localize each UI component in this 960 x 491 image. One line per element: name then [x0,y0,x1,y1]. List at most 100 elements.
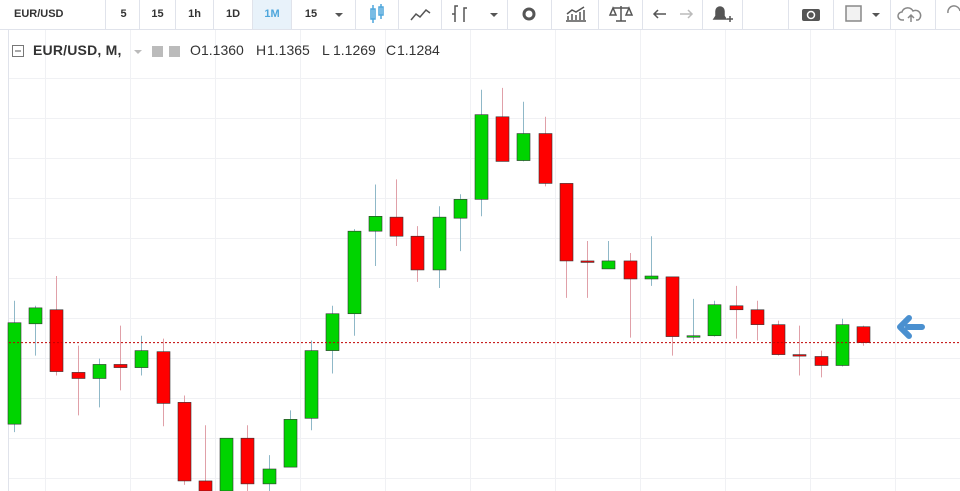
candle-body [134,350,149,368]
collapse-icon[interactable] [12,45,26,59]
indicators-icon[interactable] [566,6,586,22]
symbol-button[interactable]: EUR/USD [14,8,64,20]
candle-body [325,313,340,351]
line-icon[interactable] [410,8,431,21]
candle-body [792,354,807,357]
separator [105,0,106,29]
ohlc-key: H [256,42,267,58]
interval-button[interactable]: 1D [225,8,241,20]
chart [7,30,960,491]
symbol-title: EUR/USD, M, [33,42,122,58]
candle-body [601,260,616,270]
alert-icon[interactable] [712,6,728,20]
candle-body [28,307,43,325]
candle-body [495,116,510,162]
dropdown-caret[interactable] [872,13,880,17]
candle-body [262,468,277,485]
candle-body [835,324,850,366]
candle-body [771,324,786,355]
separator [833,0,834,29]
compare-icon[interactable] [608,6,634,22]
fullscreen-icon[interactable] [947,5,960,14]
candle-body [580,260,595,263]
candle-body [814,356,829,366]
candle-body [432,216,447,271]
separator [788,0,789,29]
candle-body [707,304,722,337]
ohlc-value: 1.1269 [333,42,376,58]
settings-icon[interactable] [522,7,536,21]
undo-icon[interactable] [652,9,666,19]
separator [890,0,891,29]
separator [507,0,508,29]
candle-body [410,235,425,271]
toolbar: EUR/USD 5 15 1h 1D 1M 15 [0,0,960,30]
candle-body [856,326,871,343]
interval-button[interactable]: 5 [120,8,127,20]
candle-body [283,419,298,468]
candle-body [177,402,192,482]
separator [441,0,442,29]
legend-buttons [134,46,180,57]
candle-body [240,437,255,485]
bars-icon[interactable] [452,5,467,22]
toolbar-icons [335,0,960,29]
separator [935,0,936,29]
candle-body [156,351,171,404]
candle-body [729,305,744,311]
separator [598,0,599,29]
alert-plus [727,16,733,22]
interval-button[interactable]: 15 [151,8,164,20]
separator [355,0,356,29]
dropdown-caret[interactable] [490,13,498,17]
dropdown-caret[interactable] [335,13,343,17]
candle-body [644,275,659,280]
candle-body [347,230,362,315]
separator [252,0,253,29]
candle-body [71,372,86,379]
snapshot-icon[interactable] [802,9,820,21]
ohlc-key: C [386,42,397,58]
arrow-annotation [897,315,925,339]
candles-icon[interactable] [370,4,384,23]
candle-body [389,216,404,237]
candle-body [559,183,574,262]
candle-body [368,216,383,232]
candle-body [623,260,638,280]
eye-button[interactable] [152,46,163,57]
candle-body [304,350,319,419]
candle-body [113,364,128,368]
color-box[interactable] [845,5,862,22]
separator [139,0,140,29]
candle-body [7,322,22,425]
candle-body [686,335,701,338]
candle-body [474,114,489,200]
ohlc-value: 1.1284 [397,42,440,58]
interval-button[interactable]: 15 [304,8,318,20]
separator [742,0,743,29]
candle-body [516,133,531,161]
ohlc-key: L [322,42,330,58]
candle-body [219,437,234,491]
interval-button[interactable]: 1M [253,0,291,29]
separator [175,0,176,29]
cloud-icon[interactable] [897,7,922,22]
candle-body [92,364,107,379]
redo-icon[interactable] [680,9,694,19]
separator [291,0,292,29]
separator [551,0,552,29]
interval-button[interactable]: 1h [188,8,201,20]
separator [398,0,399,29]
candle-body [750,309,765,325]
ohlc-value: 1.1360 [201,42,244,58]
separator [642,0,643,29]
candle-body [198,480,213,491]
ohlc-value: 1.1365 [267,42,310,58]
candle-body [538,133,553,184]
candle-body [49,309,64,372]
candle-body [453,199,468,219]
dropdown-caret[interactable] [134,50,142,54]
separator [702,0,703,29]
settings-button[interactable] [169,46,180,57]
